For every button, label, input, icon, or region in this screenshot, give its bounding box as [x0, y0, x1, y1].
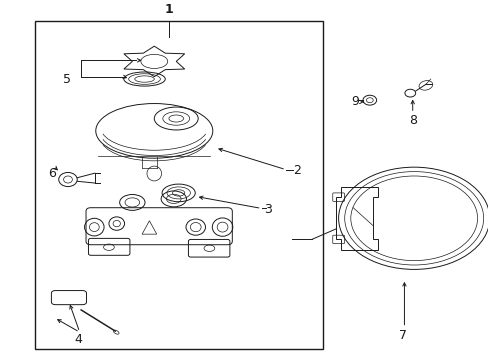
Text: 5: 5 — [63, 72, 71, 86]
Text: 1: 1 — [164, 3, 173, 15]
Text: 2: 2 — [293, 164, 301, 177]
Text: 9: 9 — [350, 95, 358, 108]
Text: 7: 7 — [398, 329, 406, 342]
Bar — [35, 21, 322, 349]
Text: 6: 6 — [48, 167, 56, 180]
Text: 4: 4 — [75, 333, 82, 346]
Text: 8: 8 — [408, 114, 416, 127]
Text: 3: 3 — [264, 203, 271, 216]
